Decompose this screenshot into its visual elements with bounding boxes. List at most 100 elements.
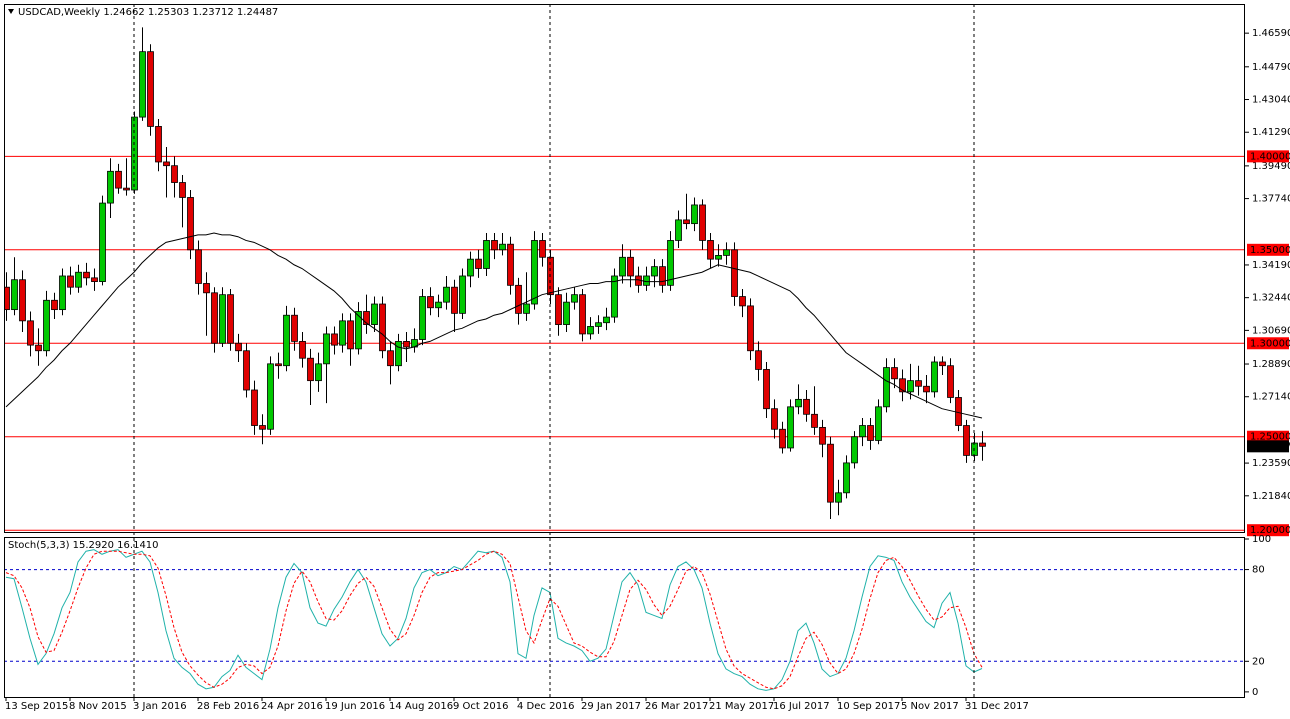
candle-body [131, 116, 138, 191]
candle-body [571, 294, 578, 303]
candle-body [315, 363, 322, 382]
candle-body [443, 286, 450, 303]
candle-body [531, 240, 538, 305]
candle-body [323, 333, 330, 365]
candle-body [363, 311, 370, 325]
candle-body [467, 258, 474, 277]
candle-body [219, 294, 226, 344]
candle-body [627, 256, 634, 277]
candle-body [19, 279, 26, 322]
stoch-line [5, 550, 983, 690]
candle-body [811, 413, 818, 428]
stoch-plot [4, 549, 1245, 691]
candle-body [707, 240, 714, 260]
candle-body [859, 425, 866, 438]
candle-body [299, 341, 306, 359]
candle-body [163, 161, 170, 167]
y-tick-label: 1.27140 [1252, 392, 1290, 403]
level-label-box [1247, 430, 1289, 443]
x-tick-label: 9 Oct 2016 [453, 701, 508, 712]
candle-body [43, 299, 50, 352]
candle-body [563, 301, 570, 325]
x-tick-label: 3 Jan 2016 [133, 701, 187, 712]
candle-body [699, 204, 706, 241]
y-tick-label: 1.34190 [1252, 260, 1290, 271]
x-tick-label: 8 Nov 2015 [69, 701, 127, 712]
candle-body [515, 284, 522, 314]
candle-body [827, 443, 834, 503]
y-tick-label: 1.39490 [1252, 161, 1290, 172]
level-label: 1.20000 [1250, 525, 1290, 536]
candle-body [59, 275, 66, 311]
level-label-box [1247, 243, 1289, 256]
candle-body [179, 182, 186, 198]
candle-body [899, 378, 906, 393]
candle-body [931, 361, 938, 393]
candle-body [251, 389, 258, 426]
candle-body [603, 316, 610, 324]
candle-body [947, 365, 954, 398]
stoch-frame [4, 537, 1245, 698]
candle-body [283, 314, 290, 367]
level-label: 1.25000 [1250, 432, 1290, 443]
candle-body [819, 426, 826, 445]
y-tick-label: 0 [1252, 687, 1258, 698]
y-tick-label: 1.32440 [1252, 293, 1290, 304]
candle-body [483, 240, 490, 269]
price-frame [4, 4, 1245, 533]
candle-body [379, 303, 386, 352]
y-tick-label: 1.37740 [1252, 194, 1290, 205]
candle-body [955, 397, 962, 426]
candle-body [11, 279, 18, 311]
candle-body [939, 361, 946, 367]
y-tick-label: 1.43040 [1252, 95, 1290, 106]
candle-body [235, 342, 242, 352]
candle-body [771, 408, 778, 430]
candle-body [4, 286, 10, 311]
candle-body [875, 406, 882, 441]
y-tick-label: 100 [1252, 534, 1271, 545]
candle-body [147, 51, 154, 127]
candle-body [291, 314, 298, 342]
candle-body [499, 243, 506, 251]
candle-body [259, 425, 266, 430]
x-tick-label: 29 Jan 2017 [581, 701, 641, 712]
candle-body [675, 219, 682, 241]
price-plot [4, 27, 1245, 531]
candle-body [651, 266, 658, 277]
candle-body [243, 350, 250, 391]
x-tick-label: 16 Jul 2017 [773, 701, 830, 712]
candle-body [371, 303, 378, 325]
x-tick-label: 10 Sep 2017 [837, 701, 900, 712]
candle-body [835, 492, 842, 503]
candle-body [347, 320, 354, 350]
candle-body [507, 243, 514, 286]
candle-body [475, 258, 482, 269]
candle-body [851, 436, 858, 464]
candle-body [459, 275, 466, 314]
x-tick-label: 13 Sep 2015 [5, 701, 68, 712]
x-tick-label: 19 Jun 2016 [325, 701, 385, 712]
level-label-box [1247, 524, 1289, 537]
candle-body [595, 322, 602, 327]
candle-body [891, 367, 898, 380]
candle-body [75, 271, 82, 288]
candle-body [843, 462, 850, 494]
y-tick-label: 80 [1252, 565, 1265, 576]
candle-body [731, 249, 738, 297]
candle-body [427, 296, 434, 309]
menu-triangle[interactable] [8, 9, 14, 14]
candle-body [227, 294, 234, 344]
x-tick-label: 5 Nov 2017 [901, 701, 959, 712]
candle-body [171, 165, 178, 183]
candle-body [99, 202, 106, 282]
candle-body [739, 296, 746, 307]
level-label: 1.40000 [1250, 151, 1290, 162]
candle-body [779, 428, 786, 449]
x-tick-label: 21 May 2017 [709, 701, 774, 712]
last-price-label: 1.24487 [1250, 441, 1290, 452]
candle-body [35, 344, 42, 352]
candle-body [203, 283, 210, 294]
candle-body [395, 341, 402, 367]
